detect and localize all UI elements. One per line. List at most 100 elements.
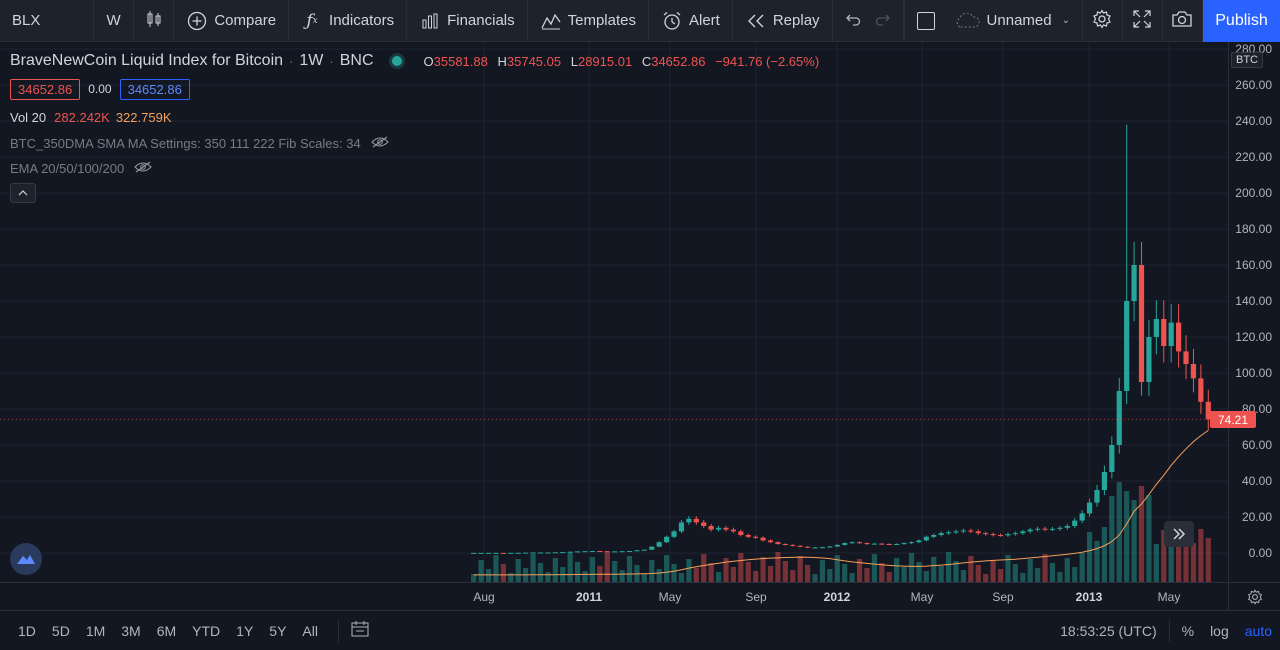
candle-body [894, 544, 900, 545]
volume-bar [945, 552, 952, 582]
moving-average-line [473, 429, 1209, 576]
volume-bar [641, 574, 647, 582]
candle-body [523, 552, 529, 554]
volume-bar [715, 572, 722, 582]
volume-bar [589, 557, 596, 582]
replay-button[interactable]: Replay [733, 0, 833, 42]
candle-body [701, 522, 707, 526]
tradingview-logo-icon[interactable] [10, 543, 42, 575]
ohlc-values: O35581.88 H35745.05 L28915.01 C34652.86 … [418, 54, 820, 69]
range-button-5d[interactable]: 5D [51, 622, 70, 639]
candle-body [1094, 490, 1100, 503]
interval-label: W [106, 12, 121, 29]
fullscreen-button[interactable] [1123, 0, 1163, 42]
candle-body [597, 551, 603, 553]
candle-body [589, 551, 596, 553]
volume-bar [515, 559, 521, 582]
separator-dot: · [329, 53, 334, 69]
eye-hidden-icon[interactable] [134, 161, 152, 176]
separator-dot: · [289, 53, 294, 69]
high-key: H [497, 53, 507, 69]
auto-scale-toggle[interactable]: auto [1244, 622, 1272, 639]
range-button-5y[interactable]: 5Y [269, 622, 287, 639]
candle-body [545, 552, 551, 554]
volume-bar [1086, 532, 1093, 582]
volume-bar [805, 565, 811, 582]
indicator-legend-row[interactable]: BTC_350DMA SMA MA Settings: 350 111 222 … [10, 130, 819, 156]
legend-exchange: BNC [339, 52, 374, 69]
bar-chart-icon [419, 10, 441, 32]
bid-price-button[interactable]: 34652.86 [10, 78, 81, 100]
chart-pane[interactable] [0, 42, 1228, 582]
axis-settings-button[interactable] [1228, 582, 1280, 610]
candle-body [641, 549, 647, 551]
candle-body [1176, 322, 1182, 352]
collapse-legend-button[interactable] [10, 183, 36, 203]
price-tick-label: 180.00 [1235, 222, 1272, 236]
candle-body [1027, 529, 1033, 532]
candle-body [626, 551, 633, 553]
time-tick-label: May [658, 590, 682, 604]
volume-bar [842, 564, 848, 582]
time-axis[interactable]: Aug 2011 May Sep 2012 May Sep 2013 May [0, 582, 1228, 610]
range-button-all[interactable]: All [302, 622, 318, 639]
goto-date-button[interactable] [351, 621, 369, 640]
undo-redo-group [833, 0, 904, 42]
redo-icon[interactable] [875, 12, 891, 30]
compare-button[interactable]: Compare [174, 0, 290, 42]
volume-bar [678, 573, 685, 582]
symbol-search-button[interactable]: BLX [0, 0, 94, 42]
volume-bar [1049, 563, 1056, 582]
price-chart[interactable] [0, 42, 1228, 582]
volume-bar [1168, 539, 1174, 582]
candle-body [1042, 528, 1048, 530]
candle-body [775, 542, 781, 544]
templates-button[interactable]: Templates [528, 0, 649, 42]
candle-body [745, 535, 751, 537]
candle-body [1101, 472, 1108, 490]
volume-bar [508, 573, 514, 582]
chart-type-button[interactable] [134, 0, 175, 42]
percent-scale-toggle[interactable]: % [1181, 622, 1195, 639]
range-button-6m[interactable]: 6M [156, 622, 177, 639]
volume-bar [545, 572, 551, 582]
price-axis[interactable]: 280.00 260.00 240.00 220.00 200.00 180.00 160.… [1228, 42, 1280, 582]
volume-value: 282.242K [54, 109, 110, 125]
ask-price-button[interactable]: 34652.86 [119, 78, 190, 100]
market-status-icon[interactable] [391, 56, 402, 66]
candle-body [938, 533, 944, 535]
range-button-1y[interactable]: 1Y [236, 622, 254, 639]
symbol-title[interactable]: BraveNewCoin Liquid Index for Bitcoin [10, 52, 284, 69]
undo-icon[interactable] [845, 12, 861, 30]
range-button-1m[interactable]: 1M [85, 622, 106, 639]
volume-bar [812, 574, 818, 582]
indicator-legend-row[interactable]: EMA 20/50/100/200 [10, 156, 819, 180]
volume-bar [478, 560, 484, 582]
candle-body [686, 518, 692, 523]
separator [337, 619, 339, 642]
alert-button[interactable]: Alert [649, 0, 733, 42]
candle-body [693, 518, 699, 523]
utc-clock[interactable]: 18:53:25 (UTC) [1060, 622, 1157, 639]
templates-icon [540, 10, 562, 32]
candle-body [552, 552, 558, 554]
scroll-to-realtime-button[interactable] [1164, 521, 1194, 547]
settings-button[interactable] [1083, 0, 1123, 42]
financials-button[interactable]: Financials [407, 0, 528, 42]
snapshot-button[interactable] [1163, 0, 1203, 42]
candle-body [619, 551, 625, 553]
volume-legend-row[interactable]: Vol 20 282.242K 322.759K [10, 106, 819, 128]
log-scale-toggle[interactable]: log [1210, 622, 1229, 639]
range-button-3m[interactable]: 3M [121, 622, 141, 639]
range-button-1d[interactable]: 1D [18, 622, 36, 639]
square-icon[interactable] [916, 11, 935, 30]
layout-select-button[interactable]: Unnamed ⌄ [903, 0, 1083, 42]
eye-hidden-icon[interactable] [370, 136, 389, 151]
volume-bar [656, 569, 662, 582]
legend-title-row: BraveNewCoin Liquid Index for Bitcoin · … [10, 50, 819, 72]
publish-button[interactable]: Publish [1202, 0, 1280, 42]
range-button-ytd[interactable]: YTD [192, 622, 221, 639]
volume-bar [1131, 500, 1137, 582]
interval-button[interactable]: W [94, 0, 135, 42]
